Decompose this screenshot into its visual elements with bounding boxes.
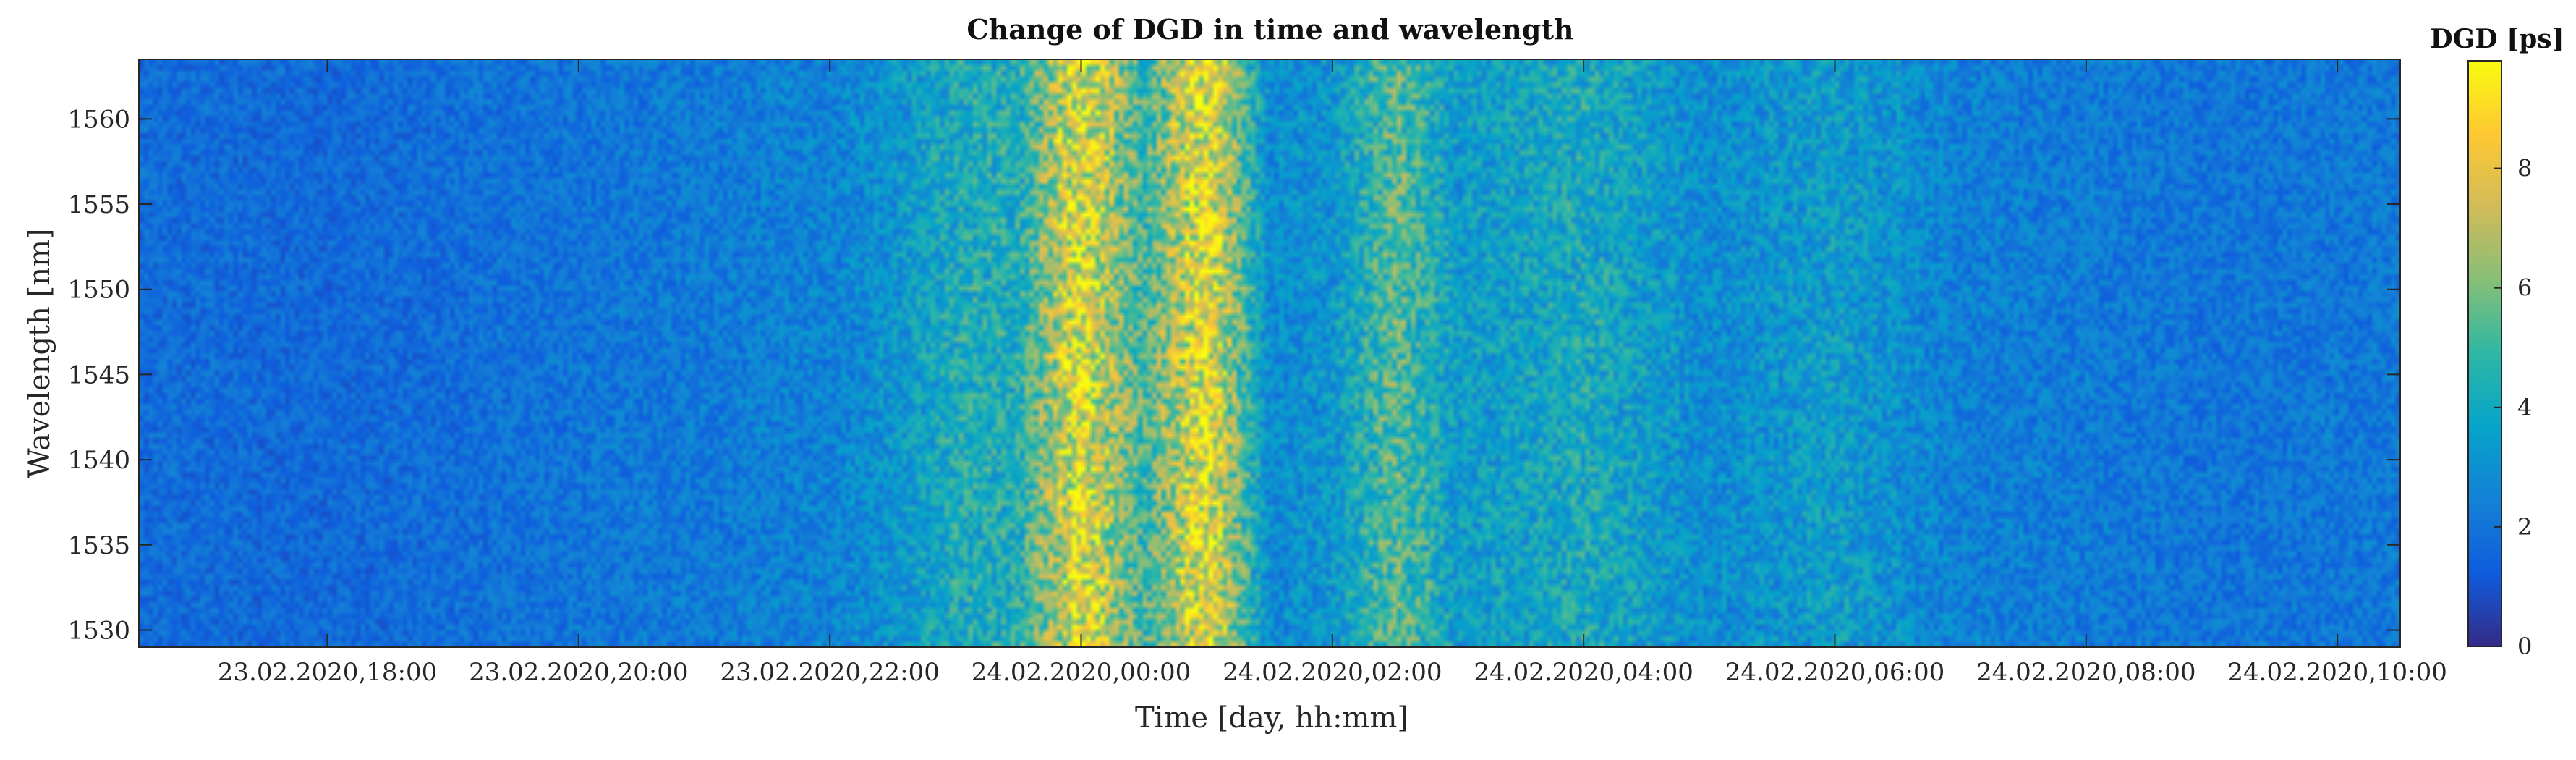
- x-tick-label: 24.02.2020,02:00: [1223, 658, 1442, 687]
- colorbar: DGD [ps] 0 2 4 6 8: [2430, 24, 2564, 660]
- y-tick-label: 1550: [67, 276, 130, 305]
- plot-frame: [138, 59, 2401, 648]
- x-axis: 23.02.2020,18:00 23.02.2020,20:00 23.02.20…: [218, 59, 2447, 687]
- heatmap-image: [139, 59, 2400, 647]
- y-tick-label: 1530: [67, 616, 130, 645]
- x-axis-label: Time [day, hh:mm]: [1135, 701, 1408, 735]
- y-tick-label: 1540: [67, 446, 130, 475]
- x-tick-label: 23.02.2020,20:00: [469, 658, 688, 687]
- colorbar-ticks: 0 2 4 6 8: [2494, 155, 2532, 660]
- y-tick-label: 1555: [67, 190, 130, 219]
- y-axis: 1530 1535 1540 1545 1550 1555 1560: [67, 105, 2400, 645]
- y-tick-label: 1560: [67, 105, 130, 134]
- x-tick-label: 23.02.2020,18:00: [218, 658, 437, 687]
- x-tick-label: 24.02.2020,08:00: [1976, 658, 2195, 687]
- colorbar-tick-label: 8: [2517, 155, 2532, 182]
- colorbar-tick-label: 6: [2517, 274, 2532, 302]
- colorbar-tick-label: 0: [2517, 633, 2532, 660]
- chart-title: Change of DGD in time and wavelength: [966, 13, 1573, 46]
- y-tick-label: 1545: [67, 360, 130, 389]
- x-tick-label: 23.02.2020,22:00: [720, 658, 939, 687]
- colorbar-gradient: [2467, 60, 2502, 647]
- x-tick-label: 24.02.2020,04:00: [1474, 658, 1693, 687]
- x-tick-label: 24.02.2020,00:00: [972, 658, 1191, 687]
- colorbar-tick-label: 4: [2517, 394, 2532, 421]
- y-axis-label: Wavelength [nm]: [23, 228, 56, 478]
- x-tick-label: 24.02.2020,06:00: [1725, 658, 1944, 687]
- y-tick-label: 1535: [67, 531, 130, 560]
- plot-area: [138, 59, 2401, 648]
- colorbar-tick-label: 2: [2517, 513, 2532, 541]
- colorbar-title: DGD [ps]: [2430, 24, 2564, 54]
- x-tick-label: 24.02.2020,10:00: [2227, 658, 2447, 687]
